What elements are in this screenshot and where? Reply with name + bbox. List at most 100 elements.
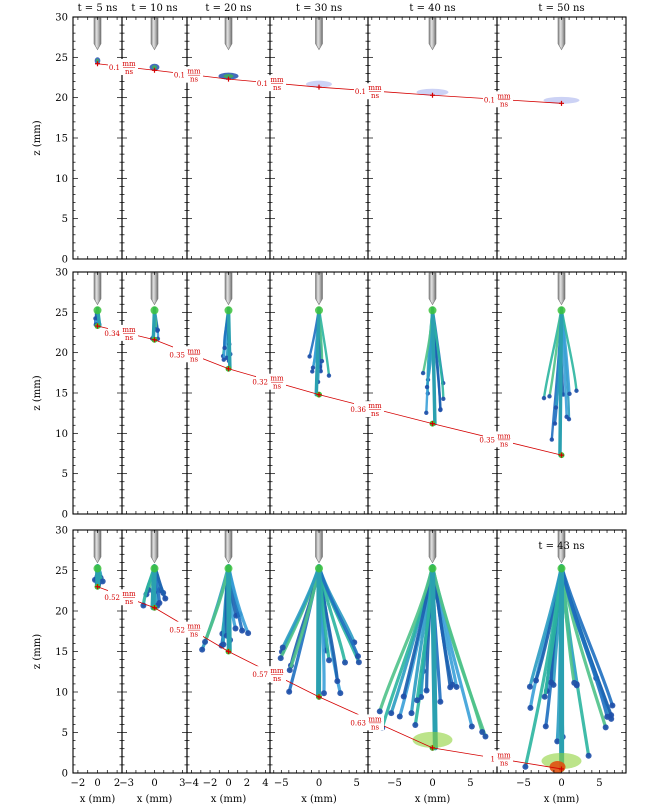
y-tick-label: 30 [55,526,68,537]
streamer-branch-tip [437,698,444,705]
velocity-value: 0.32 [252,379,268,387]
streamer-branch-tip [574,388,579,393]
velocity-marker [559,100,564,106]
streamer-branch-tip [420,370,426,376]
streamer-branch-tip [424,410,429,415]
needle-electrode [315,272,323,306]
x-axis-title: x (mm) [301,794,337,805]
velocity-label-bg [483,431,513,448]
streamer-branch-tip [319,358,325,364]
velocity-unit-den: ns [371,92,380,100]
velocity-unit-num: mm [497,92,511,100]
y-tick-label: 25 [55,566,68,577]
velocity-unit-num: mm [122,60,136,68]
streamer-branch-tip [552,421,558,426]
velocity-unit-den: ns [190,76,199,84]
x-axis-title: x (mm) [137,794,173,805]
streamer-branch-tip [609,702,616,709]
needle-electrode [93,272,102,306]
velocity-value: 0.1 [355,88,366,96]
velocity-unit-num: mm [187,623,201,631]
velocity-unit-num: mm [270,76,284,84]
velocity-unit-den: ns [125,598,134,606]
velocity-value: 0.1 [109,64,120,72]
streamer-root [150,564,159,573]
streamer-branch-tip [221,357,226,362]
y-tick-label: 20 [55,93,68,104]
streamer-branch-tip [526,683,533,690]
streamer-branch-tip [400,693,407,700]
y-tick-label: 30 [55,268,68,279]
streamer-branch-tip [354,653,361,660]
velocity-unit-num: mm [187,68,201,76]
x-tick-label: 0 [558,778,564,789]
velocity-label-bg [108,59,138,76]
streamer-branch-tip [423,687,430,694]
velocity-marker [152,67,157,73]
y-tick-label: 15 [55,134,68,145]
x-tick-label: 5 [467,778,473,789]
velocity-unit-num: mm [270,375,284,383]
y-tick-label: 25 [55,53,68,64]
streamer-trunk [226,563,232,654]
velocity-unit-num: mm [368,84,382,92]
streamer-root [557,306,566,315]
velocity-value: 0.52 [104,594,120,602]
streamer-branch-tip [310,365,316,370]
velocity-marker [430,92,435,98]
needle-electrode [150,272,159,306]
y-tick-label: 10 [55,688,68,699]
velocity-value: 0.35 [479,436,495,444]
velocity-marker [152,337,157,343]
x-tick-label: 0 [151,778,157,789]
needle-electrode [93,530,102,564]
streamer-root [315,564,323,573]
x-tick-label: 5 [354,778,360,789]
x-tick-label: −5 [516,778,531,789]
streamer-branch-tip [355,659,362,666]
streamer-branch-tip [542,723,549,730]
streamer-root [93,306,102,315]
streamer-trunk [226,306,232,371]
velocity-unit-den: ns [125,334,134,342]
velocity-marker [316,694,322,700]
velocity-marker [152,605,157,611]
velocity-line [97,586,562,770]
streamer-root [224,306,233,315]
streamer-glow [543,96,580,104]
velocity-unit-den: ns [273,84,282,92]
y-tick-label: 5 [62,469,68,480]
needle-electrode [150,530,159,564]
x-tick-label: 3 [179,778,185,789]
velocity-label-bg [256,666,286,683]
x-tick-label: 2 [244,778,250,789]
velocity-unit-den: ns [190,631,199,639]
streamer-branch-tip [604,713,611,720]
velocity-label-bg [354,83,384,100]
streamer-branch-tip [337,690,344,697]
velocity-marker [430,421,435,427]
streamer-branch-tip [438,407,443,412]
y-tick-label: 5 [62,728,68,739]
streamer-branch-tip [326,373,332,378]
velocity-unit-den: ns [371,410,380,418]
panel-frame [72,16,123,260]
streamer-branch-tip [342,659,349,666]
x-tick-label: 5 [596,778,602,789]
panel-frame [186,16,271,260]
x-axis-title: x (mm) [80,794,116,805]
streamer-branch-tip [239,627,246,634]
velocity-label-bg [483,91,513,108]
velocity-unit-num: mm [497,751,511,759]
y-tick-label: 20 [55,348,68,359]
streamer-trunk [150,563,157,611]
x-tick-label: 0 [316,778,322,789]
velocity-unit-den: ns [500,100,509,108]
velocity-unit-num: mm [368,715,382,723]
velocity-value: 0.35 [169,351,185,359]
y-tick-label: 30 [55,13,68,24]
streamer-branch-tip [279,644,286,651]
streamer-branch-tip [447,684,454,691]
velocity-unit-den: ns [500,759,509,767]
streamer-branch-tip [277,655,284,662]
